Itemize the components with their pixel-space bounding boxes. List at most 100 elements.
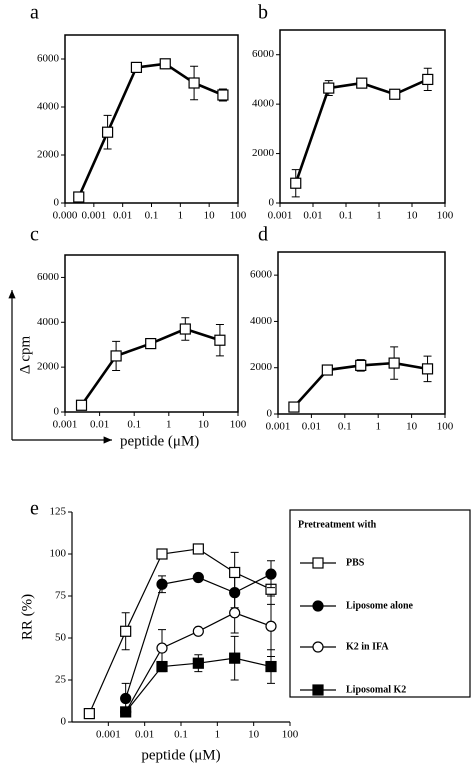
data-point xyxy=(120,692,132,705)
legend-marker xyxy=(312,684,324,696)
data-point xyxy=(288,401,300,413)
y-tick-label: 2000 xyxy=(250,361,273,373)
plot-frame xyxy=(64,254,239,413)
data-point xyxy=(192,543,204,555)
data-point xyxy=(323,82,335,94)
panel-label: c xyxy=(30,224,39,246)
data-point xyxy=(389,88,401,100)
legend-label: K2 in IFA xyxy=(346,641,389,652)
x-tick-label: 100 xyxy=(437,210,454,222)
y-tick-label: 0 xyxy=(61,716,67,728)
data-point xyxy=(145,337,157,350)
legend-marker xyxy=(312,557,324,569)
y-tick-label: 125 xyxy=(50,506,67,518)
y-tick-label: 0 xyxy=(269,197,275,209)
x-axis-label: peptide (μM) xyxy=(141,747,220,763)
shared-x-label: peptide (μM) xyxy=(120,433,199,449)
x-tick-label: 0.001 xyxy=(268,210,293,222)
y-tick-label: 6000 xyxy=(37,53,60,65)
data-point xyxy=(156,660,168,673)
y-tick-label: 75 xyxy=(55,590,67,602)
x-tick-label: 100 xyxy=(282,729,299,741)
x-tick-label: 10 xyxy=(248,729,260,741)
data-point xyxy=(156,642,168,654)
data-point xyxy=(120,706,132,718)
data-point xyxy=(156,548,168,560)
y-tick-label: 100 xyxy=(50,548,67,560)
series-line xyxy=(77,62,224,198)
data-point xyxy=(73,191,85,203)
shared-y-label: Δ cpm xyxy=(17,335,33,374)
y-axis-label: RR (%) xyxy=(19,594,35,640)
x-tick-label: 0.01 xyxy=(113,210,132,222)
x-tick-label: 0.001 xyxy=(96,729,121,741)
y-tick-label: 0 xyxy=(54,406,60,418)
data-point xyxy=(110,350,122,362)
y-tick-label: 50 xyxy=(55,632,67,644)
x-tick-label: 0.001 xyxy=(53,419,78,431)
panel-label: a xyxy=(30,2,39,24)
legend-marker xyxy=(312,641,324,653)
panel-label: b xyxy=(258,2,268,24)
data-point xyxy=(356,77,368,89)
y-tick-label: 6000 xyxy=(250,269,273,281)
legend-label: PBS xyxy=(346,557,365,568)
x-tick-label: 1 xyxy=(166,419,172,431)
data-point xyxy=(83,707,95,720)
x-tick-label: 0.1 xyxy=(338,421,352,433)
plot-frame xyxy=(64,34,239,204)
data-point xyxy=(388,357,400,369)
x-tick-label: 0.001 xyxy=(266,421,291,433)
x-tick-label: 10 xyxy=(407,210,419,222)
data-point xyxy=(229,652,241,664)
y-tick-label: 0 xyxy=(267,408,273,420)
panel-label: e xyxy=(30,498,39,520)
x-tick-label: 10 xyxy=(204,210,216,222)
data-point xyxy=(75,399,88,411)
x-tick-label: 0.001 xyxy=(81,210,106,222)
x-tick-label: 0.01 xyxy=(90,419,109,431)
series-line xyxy=(294,78,429,184)
data-point xyxy=(229,566,241,579)
x-tick-label: 100 xyxy=(437,421,454,433)
data-point xyxy=(265,568,277,580)
y-tick-label: 2000 xyxy=(37,149,60,161)
data-point xyxy=(229,607,241,619)
x-tick-label: 0.01 xyxy=(135,729,154,741)
y-tick-label: 6000 xyxy=(37,271,60,283)
x-tick-label: 100 xyxy=(230,419,247,431)
data-point xyxy=(192,657,204,669)
x-tick-label: 0.01 xyxy=(302,421,321,433)
data-point xyxy=(214,334,226,346)
x-tick-label: 0.1 xyxy=(145,210,159,222)
plot-frame xyxy=(279,29,446,204)
data-point xyxy=(159,58,171,70)
legend-label: Liposome alone xyxy=(346,600,414,611)
y-tick-label: 4000 xyxy=(37,316,60,328)
plot-frame xyxy=(277,251,446,415)
data-point xyxy=(265,660,277,673)
y-tick-label: 2000 xyxy=(37,361,60,373)
legend-label: Liposomal K2 xyxy=(346,684,406,695)
y-tick-label: 6000 xyxy=(252,48,275,60)
legend-box xyxy=(289,509,471,698)
y-tick-label: 4000 xyxy=(37,101,60,113)
y-tick-label: 0 xyxy=(54,197,60,209)
legend-marker xyxy=(312,600,324,612)
panel-label: d xyxy=(258,224,268,246)
data-point xyxy=(422,73,434,86)
data-point xyxy=(321,364,333,376)
y-tick-label: 25 xyxy=(55,674,67,686)
data-point xyxy=(217,89,229,101)
y-tick-label: 4000 xyxy=(252,98,275,110)
x-tick-label: 1 xyxy=(178,210,184,222)
x-tick-label: 1 xyxy=(375,421,381,433)
data-point xyxy=(421,363,434,375)
x-tick-label: 0.1 xyxy=(174,729,188,741)
data-point xyxy=(120,625,132,637)
x-tick-label: 0.000 xyxy=(53,210,78,222)
data-point xyxy=(290,177,302,189)
data-point xyxy=(265,620,277,632)
